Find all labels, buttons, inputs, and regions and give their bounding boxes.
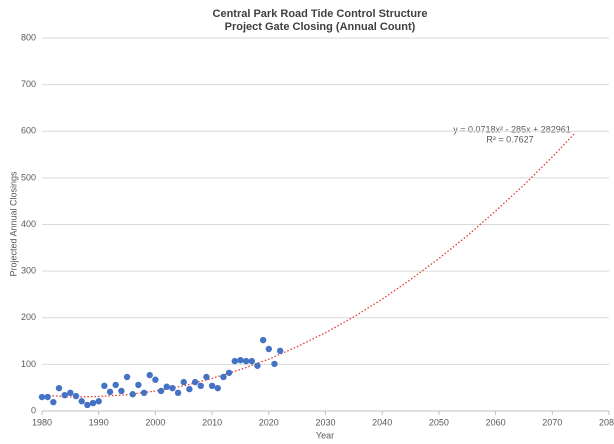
scatter-point: [55, 384, 63, 392]
x-tick-label: 2020: [259, 417, 279, 427]
scatter-point: [254, 362, 261, 369]
scatter-point: [157, 387, 165, 395]
scatter-point: [78, 398, 85, 405]
x-tick-label: 2030: [315, 417, 335, 427]
scatter-point: [106, 388, 114, 396]
trend-r-squared: R² = 0.7627: [486, 134, 533, 144]
scatter-point: [208, 382, 216, 390]
scatter-point: [191, 378, 199, 386]
x-tick-label: 2070: [542, 417, 562, 427]
scatter-point: [129, 391, 136, 398]
scatter-point: [95, 398, 102, 405]
x-tick-label: 2000: [145, 417, 165, 427]
scatter-point: [259, 336, 267, 344]
scatter-point: [265, 345, 272, 353]
chart-subtitle: Project Gate Closing (Annual Count): [225, 21, 416, 33]
scatter-point: [135, 381, 142, 389]
scatter-point: [146, 371, 153, 379]
scatter-point: [89, 399, 97, 407]
x-tick-label: 2040: [372, 417, 392, 427]
trend-equation: y = 0.0718x² - 285x + 282961: [453, 124, 571, 134]
y-tick-label: 700: [21, 79, 36, 89]
scatter-point: [123, 373, 131, 381]
scatter-point: [225, 369, 233, 376]
x-axis-label: Year: [316, 430, 334, 440]
y-tick-label: 300: [21, 266, 36, 276]
scatter-point: [220, 373, 227, 381]
scatter-point: [61, 391, 68, 399]
scatter-point: [50, 398, 57, 406]
scatter-point: [271, 360, 278, 368]
x-tick-label: 1990: [89, 417, 109, 427]
scatter-point: [44, 393, 51, 401]
scatter-point: [67, 389, 74, 397]
scatter-point: [231, 357, 238, 365]
x-tick-label: 2080: [599, 417, 614, 427]
scatter-point: [84, 401, 91, 409]
scatter-point: [203, 373, 210, 381]
chart-title: Central Park Road Tide Control Structure: [213, 8, 428, 20]
scatter-point: [112, 381, 119, 389]
y-tick-label: 800: [21, 32, 36, 42]
scatter-point: [276, 347, 284, 355]
scatter-point: [186, 385, 193, 393]
y-tick-label: 600: [21, 126, 36, 136]
x-tick-label: 2010: [202, 417, 222, 427]
x-tick-label: 1980: [32, 417, 52, 427]
scatter-point: [72, 392, 80, 400]
y-tick-label: 0: [31, 405, 36, 415]
y-tick-label: 500: [21, 172, 36, 182]
scatter-point: [242, 357, 250, 365]
scatter-point: [248, 357, 255, 365]
y-axis-label: Projected Annual Closings: [8, 171, 18, 277]
scatter-point: [152, 376, 159, 383]
scatter-point: [38, 393, 46, 401]
scatter-point: [101, 382, 108, 390]
y-tick-label: 100: [21, 359, 36, 369]
scatter-point: [197, 382, 204, 390]
scatter-point: [140, 389, 148, 397]
scatter-point: [118, 387, 125, 395]
x-tick-label: 2050: [429, 417, 449, 427]
scatter-point: [169, 384, 176, 392]
scatter-point: [163, 383, 170, 390]
y-tick-label: 200: [21, 312, 36, 322]
y-tick-label: 400: [21, 219, 36, 229]
x-tick-label: 2060: [486, 417, 506, 427]
scatter-point: [174, 389, 182, 397]
scatter-point: [237, 356, 244, 364]
scatter-point: [180, 378, 187, 386]
trendline: [41, 132, 576, 398]
scatter-point: [214, 384, 221, 392]
